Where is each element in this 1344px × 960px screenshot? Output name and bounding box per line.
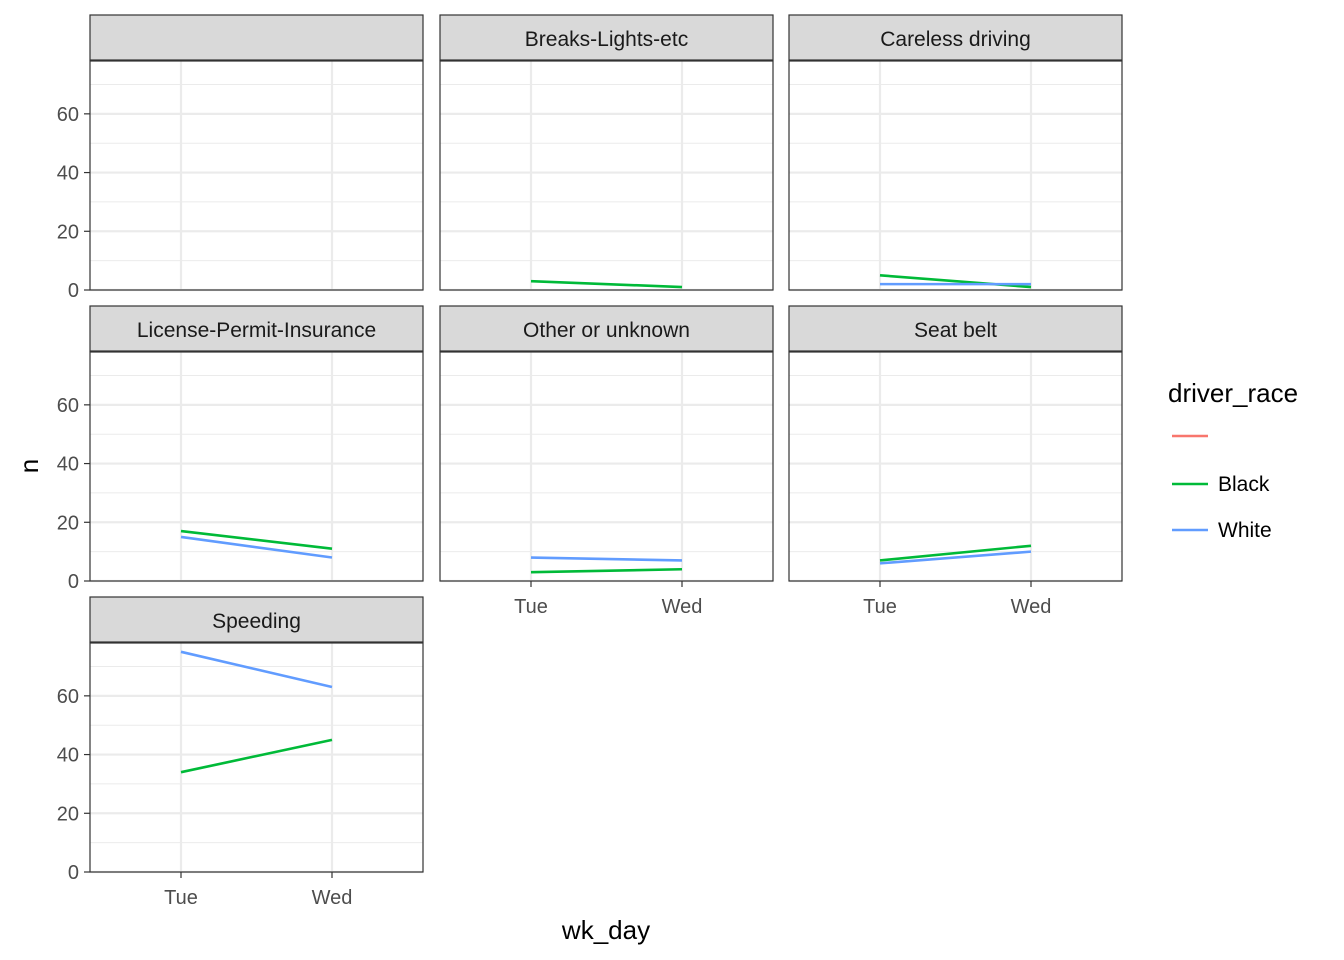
panel-border [439,60,774,291]
y-tick-label: 0 [68,280,79,302]
facet-strip-label: Careless driving [880,28,1031,51]
facet-strip-label: License-Permit-Insurance [137,319,376,342]
y-tick-label: 60 [57,686,79,708]
plot-background [90,352,423,581]
facet-panel: Other or unknown Tue Wed [439,305,774,618]
facet-panel: 0 20 40 60 [57,14,424,302]
series-line-white [879,550,1032,565]
plot-background [789,61,1122,290]
facet-strip [439,305,774,352]
plot-background [90,643,423,872]
x-tick-label: Wed [1011,596,1052,618]
plot-background [440,61,773,290]
y-tick-label: 40 [57,745,79,767]
facet-strip [89,305,424,352]
series-line-white [180,535,333,559]
facet-strip-label: Speeding [212,610,301,633]
legend-item: Black [1172,473,1270,496]
facet-strip [788,14,1123,61]
x-tick-label: Tue [863,596,897,618]
facet-strip-label: Seat belt [914,319,997,342]
y-tick-label: 0 [68,862,79,884]
panel-border [89,351,424,582]
x-tick-label: Wed [662,596,703,618]
facet-strip [439,14,774,61]
panel-border [439,351,774,582]
facet-panel: License-Permit-Insurance 0 20 40 60 [57,305,424,593]
y-tick-label: 20 [57,803,79,825]
series-line-black [879,544,1032,562]
panels: 0 20 40 60 Breaks-Lights-etc Careless driving… [57,14,1123,909]
facet-panel: Careless driving [788,14,1123,292]
legend-label: Black [1218,473,1270,496]
legend-label: White [1218,519,1272,542]
y-tick-label: 60 [57,395,79,417]
y-tick-label: 40 [57,454,79,476]
series-line-black [180,529,333,550]
plot-background [440,352,773,581]
panel-border [788,351,1123,582]
y-tick-label: 20 [57,512,79,534]
facet-strip-label: Breaks-Lights-etc [525,28,688,51]
facet-strip [89,14,424,61]
plot-background [90,61,423,290]
facet-strip-label: Other or unknown [523,319,690,342]
plot-background [789,352,1122,581]
series-line-black [530,279,683,289]
y-tick-label: 20 [57,221,79,243]
y-axis-title: n [14,459,44,473]
x-tick-label: Tue [514,596,548,618]
panel-border [788,60,1123,291]
series-line-black [530,567,683,574]
panel-border [89,60,424,291]
legend-item: White [1172,519,1272,542]
legend-title: driver_race [1168,378,1298,408]
y-tick-label: 0 [68,571,79,593]
y-tick-label: 60 [57,104,79,126]
facet-panel: Speeding 0 20 40 60 Tue Wed [57,596,424,909]
x-tick-label: Tue [164,887,198,909]
facet-strip [788,305,1123,352]
y-tick-label: 40 [57,163,79,185]
x-tick-label: Wed [312,887,353,909]
facet-strip [89,596,424,643]
series-line-white [180,650,333,689]
legend: driver_race Black White [1168,378,1298,542]
facet-panel: Breaks-Lights-etc [439,14,774,292]
facet-panel: Seat belt Tue Wed [788,305,1123,618]
panel-border [89,642,424,873]
series-line-black [180,738,333,774]
x-axis-title: wk_day [561,915,650,945]
series-line-white [530,556,683,562]
